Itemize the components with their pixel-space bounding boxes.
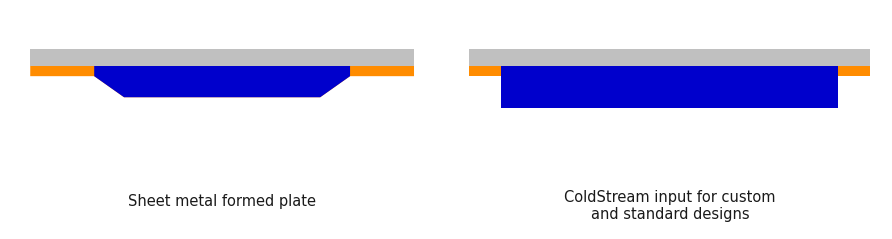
FancyBboxPatch shape	[838, 66, 871, 76]
FancyBboxPatch shape	[30, 49, 414, 66]
FancyBboxPatch shape	[501, 66, 838, 108]
FancyBboxPatch shape	[469, 49, 871, 66]
Polygon shape	[95, 66, 350, 97]
Text: Sheet metal formed plate: Sheet metal formed plate	[128, 194, 316, 209]
Text: ColdStream input for custom
and standard designs: ColdStream input for custom and standard…	[564, 190, 776, 222]
FancyBboxPatch shape	[469, 66, 501, 76]
Polygon shape	[30, 66, 414, 97]
